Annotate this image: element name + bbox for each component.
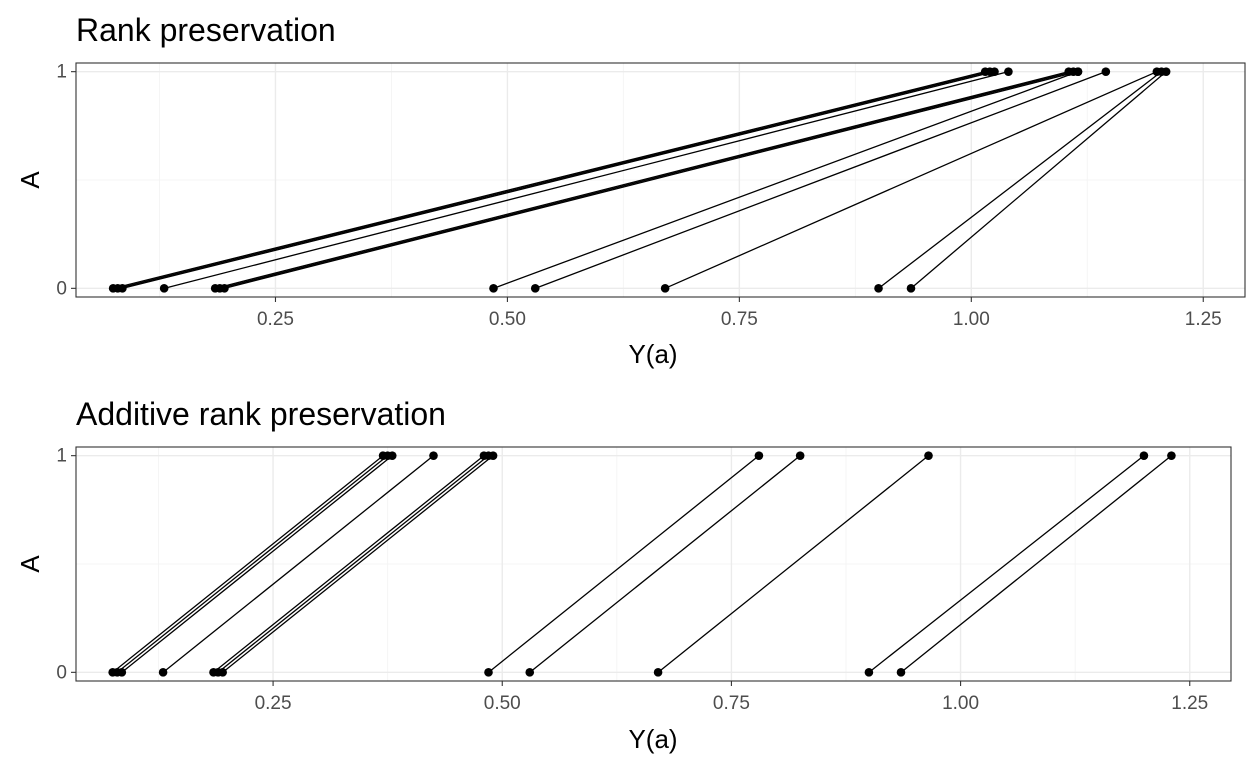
x-tick-label: 1.25 [1185, 309, 1222, 330]
plot-area [76, 63, 1245, 297]
point-a0 [160, 284, 169, 293]
y-tick-label: 1 [56, 446, 67, 467]
panel-rank-preservation: Rank preservation 0.25 0.50 0.75 1.00 1.25 0… [15, 12, 1245, 369]
panel-additive-rank-preservation: Additive rank preservation 0.25 0.50 0.75 1… [15, 396, 1231, 754]
x-tick-label: 1.00 [953, 309, 990, 330]
plot-area [76, 447, 1231, 681]
point-a1 [1167, 451, 1176, 460]
point-a1 [489, 451, 498, 460]
point-a0 [874, 284, 883, 293]
point-a0 [218, 668, 227, 677]
x-axis-title: Y(a) [628, 339, 677, 369]
chart-title: Additive rank preservation [76, 396, 446, 432]
x-tick-label: 0.25 [255, 693, 292, 714]
point-a0 [525, 668, 534, 677]
point-a0 [220, 284, 229, 293]
x-tick-label: 0.75 [721, 309, 758, 330]
x-tick-label: 0.25 [257, 309, 294, 330]
x-tick-label: 0.75 [713, 693, 750, 714]
point-a1 [924, 451, 933, 460]
y-axis-title: A [15, 171, 45, 189]
point-a1 [1140, 451, 1149, 460]
y-axis-title: A [15, 555, 45, 573]
point-a1 [1162, 67, 1171, 76]
x-tick-label: 0.50 [484, 693, 521, 714]
point-a0 [661, 284, 670, 293]
chart-title: Rank preservation [76, 12, 336, 48]
y-tick-label: 1 [56, 62, 67, 83]
point-a1 [388, 451, 397, 460]
point-a0 [118, 668, 127, 677]
point-a0 [118, 284, 127, 293]
point-a0 [907, 284, 916, 293]
y-tick-label: 0 [56, 278, 67, 299]
x-tick-label: 0.50 [489, 309, 526, 330]
point-a1 [755, 451, 764, 460]
point-a1 [429, 451, 438, 460]
point-a1 [1004, 67, 1013, 76]
point-a0 [484, 668, 493, 677]
point-a1 [1074, 67, 1083, 76]
x-tick-label: 1.25 [1171, 693, 1208, 714]
point-a1 [796, 451, 805, 460]
x-tick-label: 1.00 [942, 693, 979, 714]
point-a0 [654, 668, 663, 677]
x-axis-title: Y(a) [628, 724, 677, 754]
point-a0 [159, 668, 168, 677]
y-tick-label: 0 [56, 662, 67, 683]
point-a0 [865, 668, 874, 677]
point-a1 [1102, 67, 1111, 76]
point-a1 [990, 67, 999, 76]
point-a0 [897, 668, 906, 677]
point-a0 [531, 284, 540, 293]
point-a0 [489, 284, 498, 293]
